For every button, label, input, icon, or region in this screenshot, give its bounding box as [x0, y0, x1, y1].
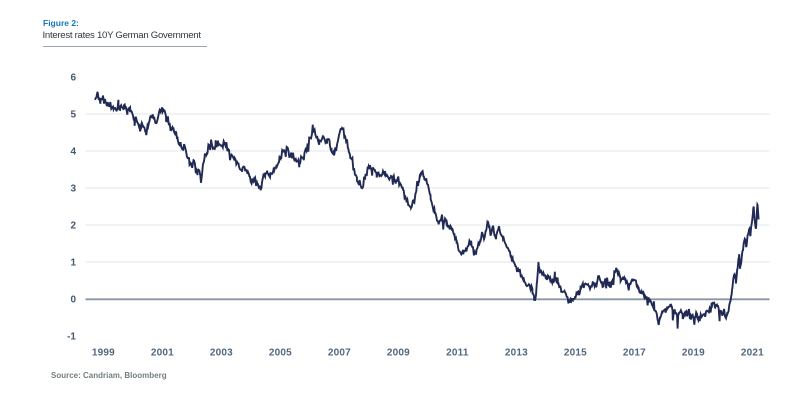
svg-text:0: 0: [70, 295, 76, 306]
svg-text:3: 3: [70, 184, 76, 195]
svg-text:4: 4: [70, 147, 76, 158]
svg-text:2009: 2009: [387, 348, 410, 359]
svg-text:5: 5: [70, 110, 76, 121]
svg-text:2011: 2011: [446, 348, 469, 359]
svg-text:1999: 1999: [92, 348, 115, 359]
svg-text:6: 6: [70, 73, 76, 84]
svg-text:2001: 2001: [151, 348, 174, 359]
svg-text:2021: 2021: [741, 348, 764, 359]
svg-text:2019: 2019: [682, 348, 705, 359]
svg-text:2: 2: [70, 221, 76, 232]
svg-text:2013: 2013: [505, 348, 528, 359]
svg-text:2007: 2007: [328, 348, 351, 359]
svg-text:2015: 2015: [564, 348, 587, 359]
svg-text:2005: 2005: [269, 348, 292, 359]
svg-text:1: 1: [70, 258, 76, 269]
svg-text:2017: 2017: [623, 348, 646, 359]
svg-text:-1: -1: [67, 332, 76, 343]
svg-text:2003: 2003: [210, 348, 233, 359]
